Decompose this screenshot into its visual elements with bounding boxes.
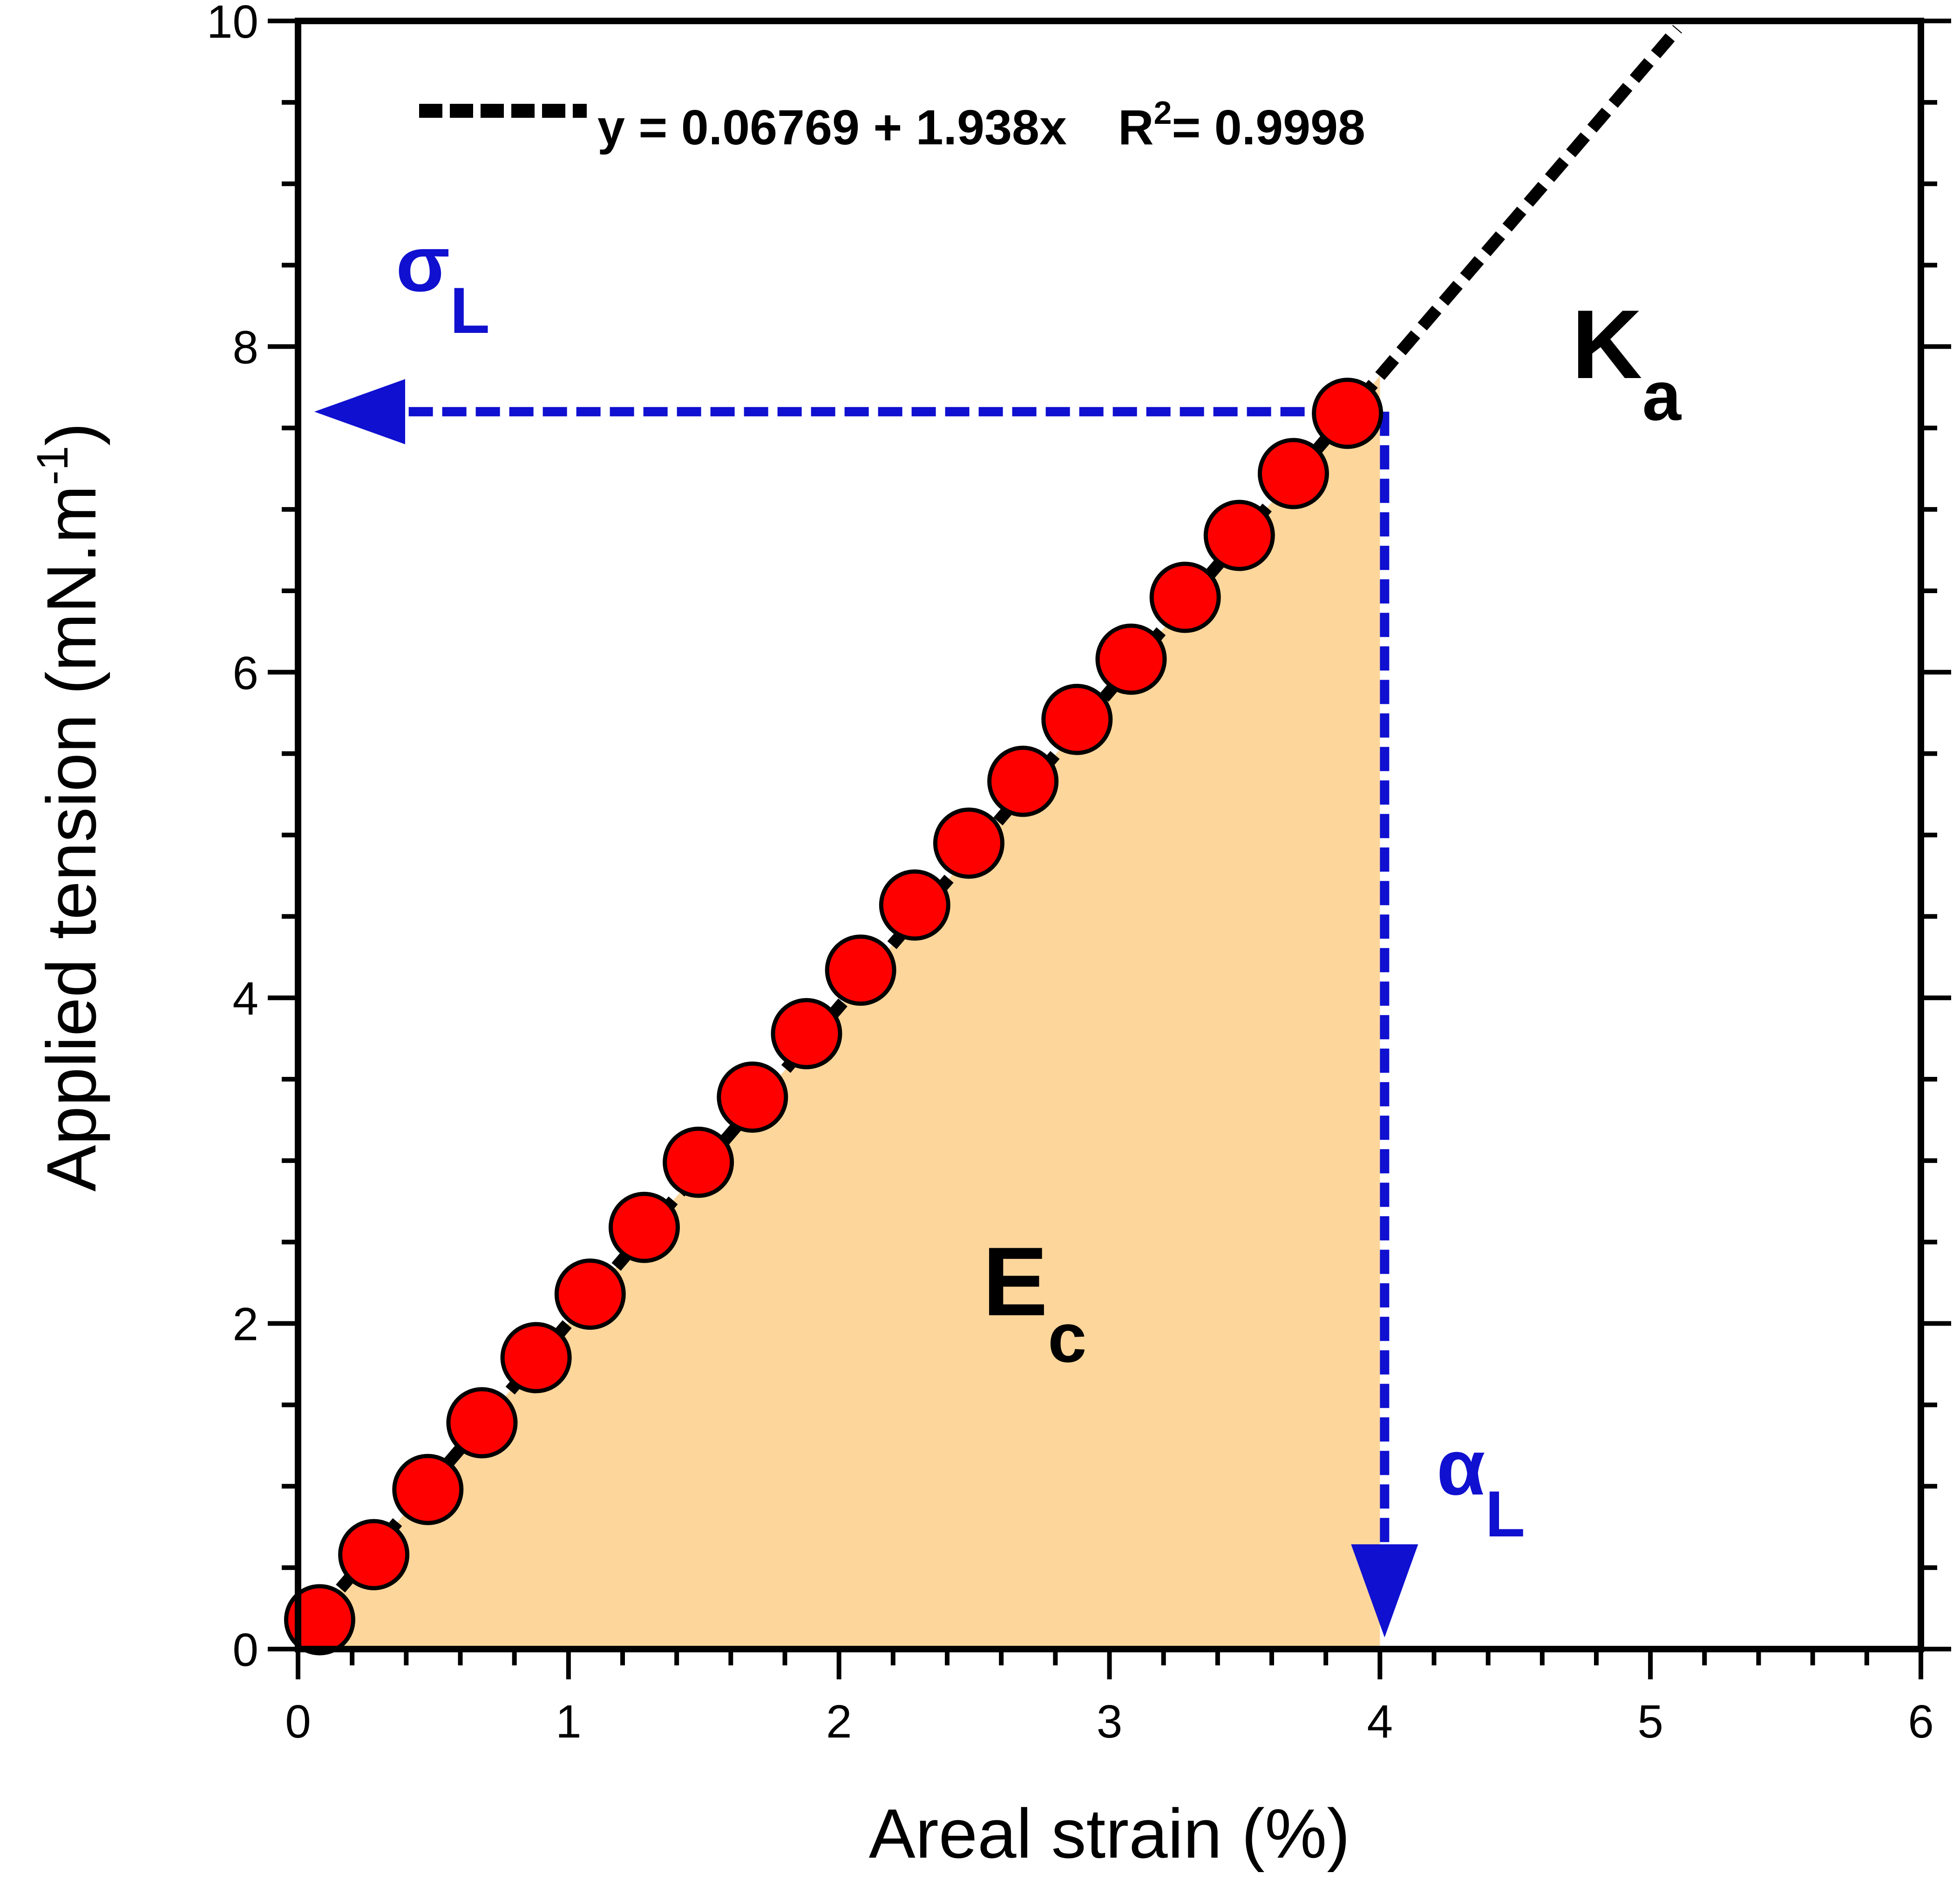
ec-label: Ec [983, 1227, 1087, 1377]
fit-equation-label: y = 0.06769 + 1.938x [597, 100, 1067, 155]
sigma-l-label: σL [396, 220, 490, 347]
ka-label: Ka [1572, 290, 1682, 435]
data-point [446, 1387, 518, 1459]
alpha-symbol: α [1437, 1423, 1485, 1512]
y-tick-label: 10 [207, 0, 258, 48]
ec-main: E [983, 1227, 1048, 1336]
axis-ticks [268, 19, 1951, 1679]
ka-subscript: a [1642, 357, 1682, 435]
data-point [987, 745, 1059, 817]
x-tick-label: 3 [1097, 1696, 1123, 1748]
x-tick-label: 4 [1367, 1696, 1393, 1748]
sigma-subscript: L [450, 274, 490, 347]
y-tick-label: 4 [232, 973, 258, 1025]
ka-main: K [1572, 290, 1642, 399]
data-point [284, 1584, 355, 1656]
data-point [500, 1322, 572, 1393]
alpha-arrow-head [1351, 1544, 1418, 1637]
x-tick-label: 6 [1908, 1696, 1934, 1748]
data-point [717, 1062, 788, 1133]
data-point [1312, 378, 1384, 449]
y-tick-label: 0 [232, 1624, 258, 1676]
data-point [554, 1258, 626, 1330]
data-point [825, 934, 896, 1006]
data-points [284, 378, 1384, 1656]
data-point [879, 869, 950, 941]
data-point [663, 1126, 734, 1198]
x-axis-title: Areal strain (%) [869, 1794, 1350, 1873]
data-point [933, 807, 1004, 879]
x-tick-label: 1 [556, 1696, 582, 1748]
data-point [338, 1519, 410, 1590]
x-tick-label: 5 [1637, 1696, 1663, 1748]
sigma-arrow-head [314, 379, 405, 445]
data-point [392, 1454, 464, 1525]
x-tick-labels: 0 1 2 3 4 5 6 [285, 1696, 1934, 1748]
y-tick-label: 8 [232, 321, 258, 373]
y-tick-label: 6 [232, 647, 258, 699]
y-tick-labels: 0 2 4 6 8 10 [207, 0, 258, 1676]
data-point [1095, 623, 1167, 695]
y-axis-title: Applied tension (mN.m-1) [28, 423, 110, 1192]
data-point [608, 1191, 680, 1263]
alpha-l-label: αL [1437, 1423, 1525, 1550]
y-tick-label: 2 [232, 1298, 258, 1351]
x-tick-label: 2 [826, 1696, 852, 1748]
ec-subscript: c [1048, 1298, 1086, 1377]
data-point [1149, 561, 1221, 633]
data-point [1257, 438, 1329, 509]
fit-equation: y = 0.06769 + 1.938x R2= 0.9998 [597, 95, 1365, 155]
fit-r2-prefix: R [1118, 100, 1154, 155]
x-tick-label: 0 [285, 1696, 311, 1748]
data-point [771, 998, 842, 1069]
fit-r2-value: = 0.9998 [1172, 100, 1365, 155]
sigma-symbol: σ [396, 220, 450, 308]
data-point [1203, 500, 1275, 571]
data-point [1041, 683, 1113, 755]
y-axis-title-close: ) [32, 423, 110, 446]
alpha-subscript: L [1485, 1477, 1526, 1550]
y-axis-title-sup: -1 [28, 446, 77, 485]
y-axis-title-main: Applied tension (mN.m [32, 485, 110, 1191]
fit-r2-sup: 2 [1154, 95, 1172, 131]
